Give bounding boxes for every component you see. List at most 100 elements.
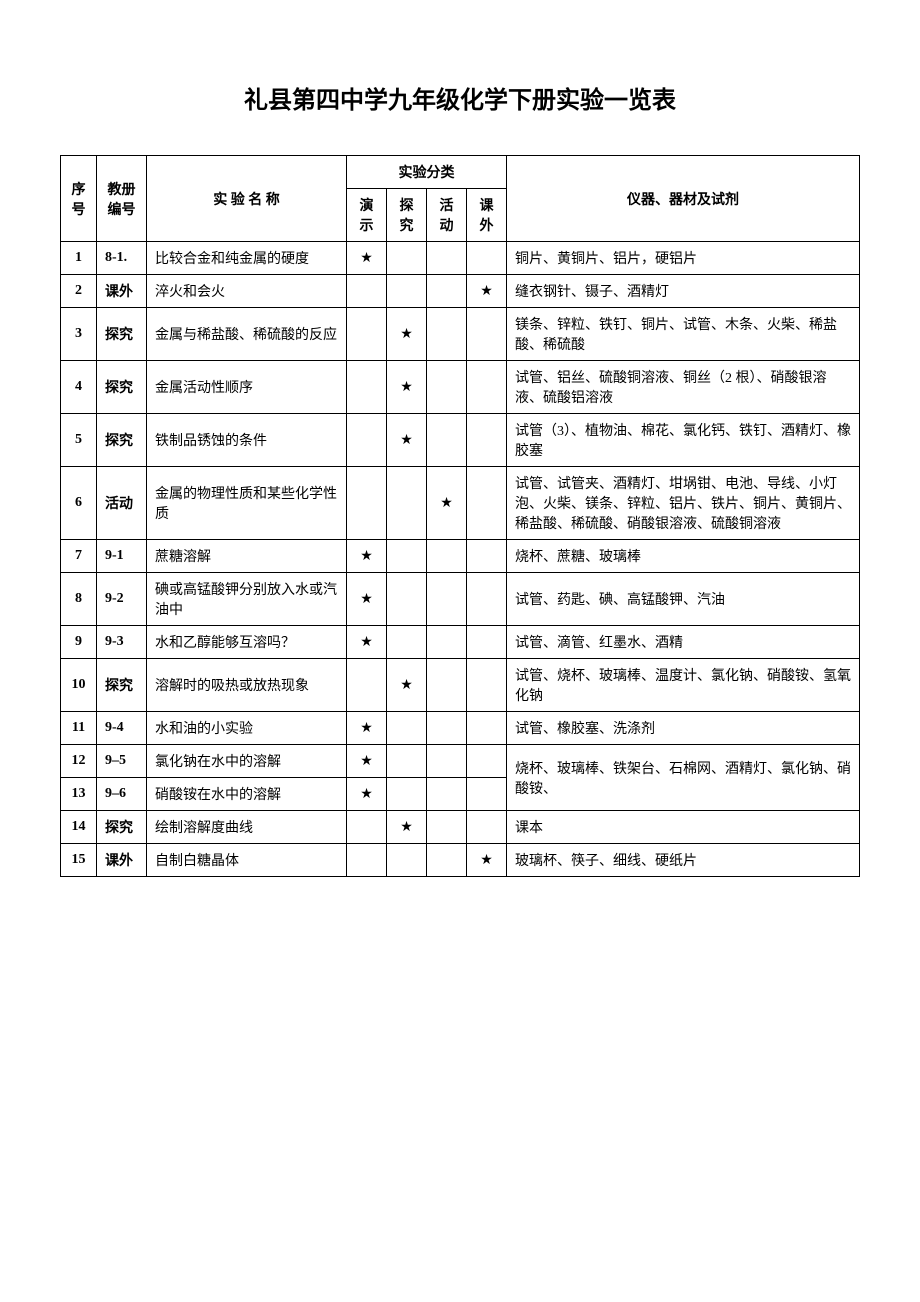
cell-cat-activity (427, 811, 467, 844)
cell-book: 课外 (97, 844, 147, 877)
cell-cat-extra: ★ (467, 275, 507, 308)
cell-cat-explore: ★ (387, 308, 427, 361)
cell-cat-demo: ★ (347, 242, 387, 275)
cell-seq: 4 (61, 361, 97, 414)
table-row: 129–5氯化钠在水中的溶解★烧杯、玻璃棒、铁架台、石棉网、酒精灯、氯化钠、硝酸… (61, 745, 860, 778)
experiment-table: 序号 教册编号 实 验 名 称 实验分类 仪器、器材及试剂 演示 探究 活动 课… (60, 155, 860, 877)
cell-equipment: 试管（3）、植物油、棉花、氯化钙、铁钉、酒精灯、橡胶塞 (507, 414, 860, 467)
cell-cat-explore (387, 626, 427, 659)
cell-cat-activity (427, 659, 467, 712)
cell-cat-activity (427, 361, 467, 414)
cell-seq: 10 (61, 659, 97, 712)
header-cat-activity: 活动 (427, 189, 467, 242)
cell-book: 探究 (97, 308, 147, 361)
table-row: 18-1.比较合金和纯金属的硬度★铜片、黄铜片、铝片，硬铝片 (61, 242, 860, 275)
cell-cat-explore (387, 573, 427, 626)
cell-equipment: 缝衣钢针、镊子、酒精灯 (507, 275, 860, 308)
cell-cat-demo: ★ (347, 626, 387, 659)
cell-cat-demo (347, 414, 387, 467)
cell-cat-explore: ★ (387, 659, 427, 712)
cell-name: 溶解时的吸热或放热现象 (147, 659, 347, 712)
cell-cat-extra (467, 712, 507, 745)
cell-equipment: 烧杯、蔗糖、玻璃棒 (507, 540, 860, 573)
cell-cat-activity: ★ (427, 467, 467, 540)
cell-cat-activity (427, 712, 467, 745)
cell-cat-demo (347, 361, 387, 414)
cell-cat-extra (467, 242, 507, 275)
header-cat-extra: 课外 (467, 189, 507, 242)
cell-cat-extra (467, 414, 507, 467)
table-row: 79-1蔗糖溶解★烧杯、蔗糖、玻璃棒 (61, 540, 860, 573)
cell-cat-explore: ★ (387, 811, 427, 844)
cell-cat-activity (427, 308, 467, 361)
cell-equipment: 试管、烧杯、玻璃棒、温度计、氯化钠、硝酸铵、氢氧化钠 (507, 659, 860, 712)
cell-book: 8-1. (97, 242, 147, 275)
header-book: 教册编号 (97, 156, 147, 242)
cell-name: 金属的物理性质和某些化学性质 (147, 467, 347, 540)
cell-cat-explore: ★ (387, 361, 427, 414)
cell-cat-extra (467, 361, 507, 414)
cell-seq: 5 (61, 414, 97, 467)
table-row: 4探究金属活动性顺序★试管、铝丝、硫酸铜溶液、铜丝（2 根）、硝酸银溶液、硫酸铝… (61, 361, 860, 414)
cell-cat-demo (347, 308, 387, 361)
cell-equipment: 课本 (507, 811, 860, 844)
table-row: 3探究金属与稀盐酸、稀硫酸的反应★镁条、锌粒、铁钉、铜片、试管、木条、火柴、稀盐… (61, 308, 860, 361)
cell-cat-explore (387, 467, 427, 540)
cell-cat-demo: ★ (347, 778, 387, 811)
cell-cat-activity (427, 242, 467, 275)
cell-book: 9-3 (97, 626, 147, 659)
cell-name: 绘制溶解度曲线 (147, 811, 347, 844)
table-row: 10探究溶解时的吸热或放热现象 ★ 试管、烧杯、玻璃棒、温度计、氯化钠、硝酸铵、氢氧… (61, 659, 860, 712)
cell-cat-demo (347, 275, 387, 308)
cell-name: 硝酸铵在水中的溶解 (147, 778, 347, 811)
cell-book: 探究 (97, 414, 147, 467)
cell-cat-explore: ★ (387, 414, 427, 467)
cell-equipment: 镁条、锌粒、铁钉、铜片、试管、木条、火柴、稀盐酸、稀硫酸 (507, 308, 860, 361)
cell-cat-extra (467, 811, 507, 844)
cell-seq: 11 (61, 712, 97, 745)
header-category-group: 实验分类 (347, 156, 507, 189)
table-row: 6活动金属的物理性质和某些化学性质★试管、试管夹、酒精灯、坩埚钳、电池、导线、小… (61, 467, 860, 540)
cell-cat-demo (347, 811, 387, 844)
cell-name: 碘或高锰酸钾分别放入水或汽油中 (147, 573, 347, 626)
cell-book: 探究 (97, 811, 147, 844)
cell-cat-extra (467, 745, 507, 778)
header-cat-demo: 演示 (347, 189, 387, 242)
cell-book: 课外 (97, 275, 147, 308)
cell-book: 探究 (97, 659, 147, 712)
cell-cat-extra (467, 778, 507, 811)
cell-equipment: 试管、药匙、碘、高锰酸钾、汽油 (507, 573, 860, 626)
cell-cat-demo (347, 467, 387, 540)
header-name: 实 验 名 称 (147, 156, 347, 242)
cell-seq: 12 (61, 745, 97, 778)
cell-cat-extra (467, 308, 507, 361)
cell-cat-explore (387, 844, 427, 877)
cell-seq: 8 (61, 573, 97, 626)
cell-book: 探究 (97, 361, 147, 414)
cell-book: 活动 (97, 467, 147, 540)
header-equipment: 仪器、器材及试剂 (507, 156, 860, 242)
table-row: 5探究铁制品锈蚀的条件 ★ 试管（3）、植物油、棉花、氯化钙、铁钉、酒精灯、橡胶塞 (61, 414, 860, 467)
cell-cat-extra (467, 573, 507, 626)
cell-name: 蔗糖溶解 (147, 540, 347, 573)
cell-name: 水和乙醇能够互溶吗？ (147, 626, 347, 659)
cell-cat-explore (387, 712, 427, 745)
cell-book: 9–6 (97, 778, 147, 811)
cell-cat-explore (387, 540, 427, 573)
cell-name: 氯化钠在水中的溶解 (147, 745, 347, 778)
table-row: 2课外淬火和会火★缝衣钢针、镊子、酒精灯 (61, 275, 860, 308)
cell-name: 铁制品锈蚀的条件 (147, 414, 347, 467)
cell-cat-explore (387, 275, 427, 308)
cell-cat-activity (427, 626, 467, 659)
cell-name: 比较合金和纯金属的硬度 (147, 242, 347, 275)
page-title: 礼县第四中学九年级化学下册实验一览表 (60, 80, 860, 115)
cell-seq: 7 (61, 540, 97, 573)
cell-equipment: 试管、橡胶塞、洗涤剂 (507, 712, 860, 745)
header-seq: 序号 (61, 156, 97, 242)
cell-name: 淬火和会火 (147, 275, 347, 308)
table-row: 89-2碘或高锰酸钾分别放入水或汽油中★试管、药匙、碘、高锰酸钾、汽油 (61, 573, 860, 626)
cell-cat-demo (347, 844, 387, 877)
cell-cat-extra (467, 626, 507, 659)
cell-cat-extra (467, 540, 507, 573)
cell-cat-explore (387, 778, 427, 811)
